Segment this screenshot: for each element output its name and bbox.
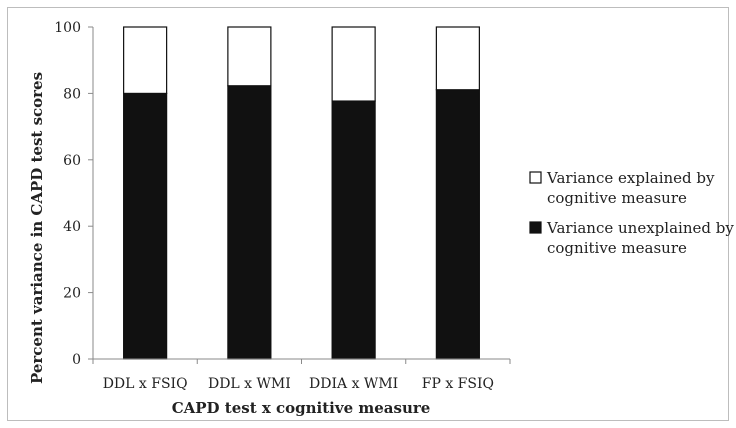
y-tick-label: 20 [63,286,81,302]
legend-swatch-unexplained [529,221,542,234]
bar-segment-explained-1 [123,26,168,95]
y-tick-label: 60 [63,153,81,169]
y-tick-label: 40 [63,219,81,235]
x-axis-title: CAPD test x cognitive measure [172,399,431,417]
y-tick-label: 80 [63,86,81,102]
legend-label-line2: cognitive measure [547,239,687,257]
bar-segment-explained-3 [331,26,376,102]
legend: Variance explained by cognitive measure Va… [529,169,734,257]
bar-segment-unexplained-2 [227,85,272,360]
legend-label-line1: Variance unexplained by [546,219,734,237]
bar-segment-unexplained-3 [331,100,376,360]
x-tick-label: DDL x WMI [208,376,291,392]
legend-label-line1: Variance explained by [546,169,715,187]
axes-group: DDL x FSIQ DDL x WMI DDIA x WMI FP x FSIQ 0 2… [54,20,511,392]
x-tick-label: DDIA x WMI [309,376,398,392]
y-axis-title: Percent variance in CAPD test scores [28,72,46,384]
bar-segment-unexplained-1 [123,92,168,360]
x-tick-label: DDL x FSIQ [103,376,188,392]
x-tick-label: FP x FSIQ [422,376,494,392]
chart-border [7,7,729,421]
bar-segment-unexplained-4 [435,89,480,360]
legend-label-line2: cognitive measure [547,189,687,207]
bars-group [123,26,480,360]
y-tick-label: 100 [54,20,81,36]
bar-segment-explained-2 [227,26,272,87]
bar-segment-explained-4 [435,26,480,91]
y-tick-label: 0 [72,352,81,368]
legend-swatch-explained [529,171,542,184]
